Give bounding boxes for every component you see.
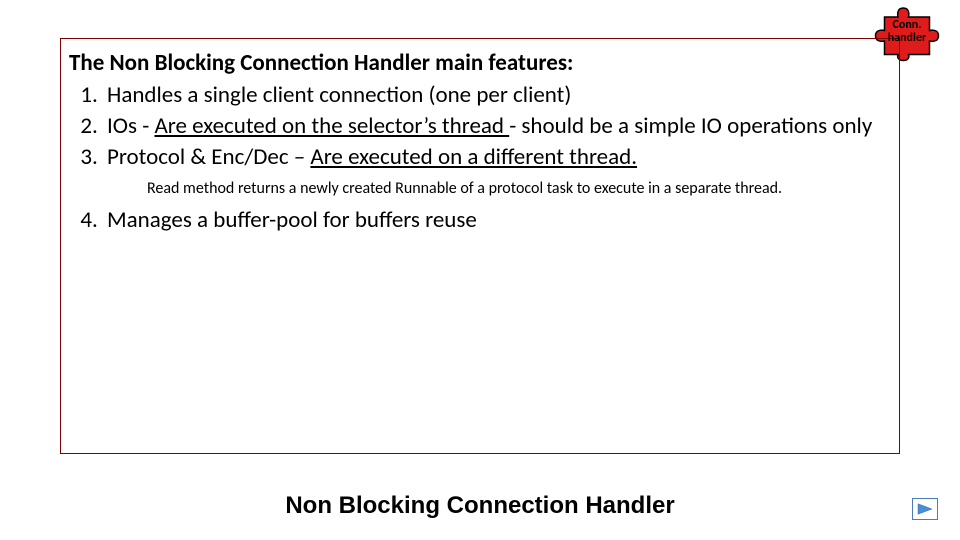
note-text: Read method returns a newly created Runn… [147, 179, 887, 199]
text-run: IOs - [107, 112, 154, 140]
underline-run: Are executed on a different thread. [310, 143, 637, 171]
text-run: - should be a simple IO operations only [509, 112, 872, 140]
next-button[interactable] [912, 498, 938, 520]
puzzle-label: Conn. handler [868, 19, 946, 45]
content-box: The Non Blocking Connection Handler main… [60, 38, 900, 454]
list-item-text: IOs - Are executed on the selector’s thr… [103, 112, 872, 140]
text-run: Protocol & Enc/Dec – [107, 143, 310, 171]
content-heading: The Non Blocking Connection Handler main… [69, 49, 887, 78]
list-item-text: Handles a single client connection (one … [103, 81, 571, 109]
puzzle-text-1: Conn. [893, 18, 922, 32]
footer-title: Non Blocking Connection Handler [0, 492, 960, 520]
list-item: Protocol & Enc/Dec – Are executed on a d… [103, 142, 887, 173]
list-item-text: Manages a buffer-pool for buffers reuse [103, 206, 477, 234]
list-item: Handles a single client connection (one … [103, 80, 887, 111]
list-item: Manages a buffer-pool for buffers reuse [103, 205, 887, 236]
arrow-right-icon [916, 502, 934, 516]
list-item: IOs - Are executed on the selector’s thr… [103, 111, 887, 142]
list-item-text: Protocol & Enc/Dec – Are executed on a d… [103, 143, 637, 171]
underline-run: Are executed on the selector’s thread [154, 112, 509, 140]
feature-list-cont: Manages a buffer-pool for buffers reuse [103, 205, 887, 236]
puzzle-text-2: handler [888, 31, 927, 45]
feature-list: Handles a single client connection (one … [103, 80, 887, 173]
